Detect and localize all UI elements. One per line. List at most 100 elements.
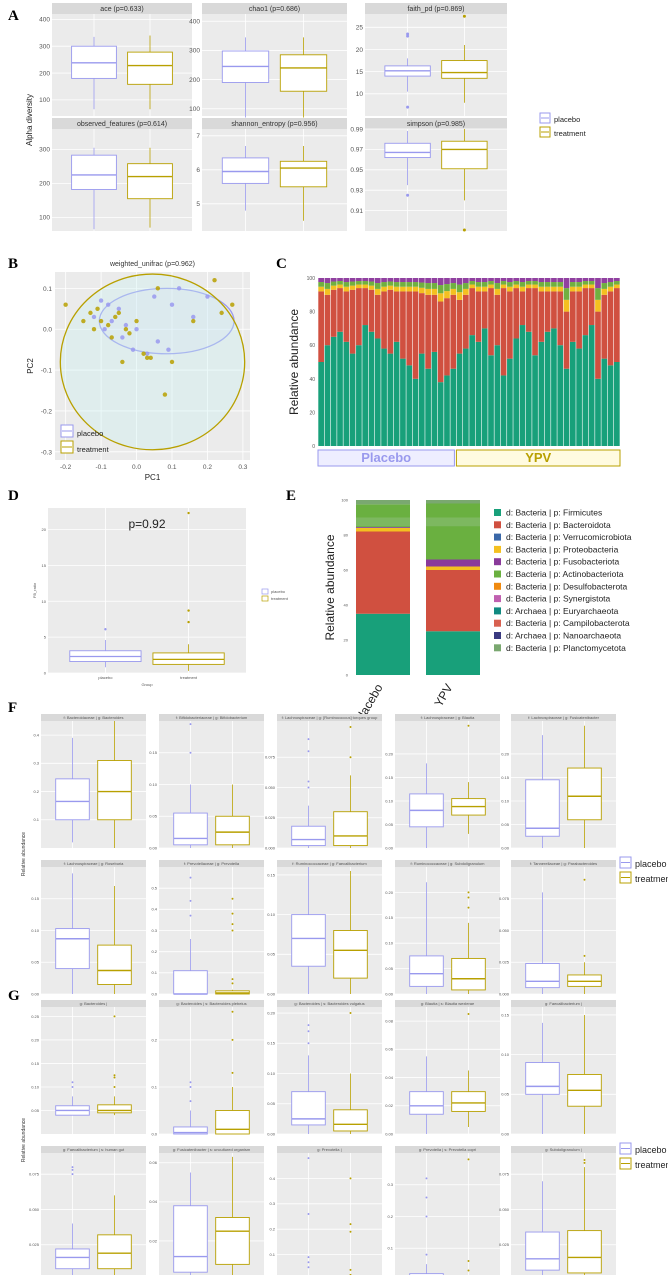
y-tick-label: 0.99 <box>350 126 363 133</box>
stack-segment <box>362 281 369 285</box>
stack-segment <box>494 288 501 295</box>
facet-title: f: Lachnospiraceae | g: Blautia <box>421 715 476 720</box>
stack-segment <box>557 286 564 292</box>
treatment-point <box>134 318 139 324</box>
treatment-point <box>230 302 235 307</box>
y-tick-label: 0.050 <box>499 1207 510 1212</box>
treatment-point <box>116 310 122 316</box>
facet-strip <box>395 1000 500 1007</box>
stack-segment <box>330 285 337 290</box>
treatment-box <box>97 1234 132 1270</box>
facet-strip <box>277 714 382 721</box>
stack-segment <box>343 286 350 292</box>
stack-segment <box>588 284 595 289</box>
stack-segment <box>595 288 601 300</box>
y-tick-label: 0.20 <box>501 751 510 756</box>
y-tick-label: 0.00 <box>31 991 40 996</box>
stack-segment <box>544 278 551 283</box>
y-tick-label: 0.97 <box>350 147 363 154</box>
placebo-point <box>98 298 104 303</box>
legend-treatment-label: treatment <box>635 874 668 884</box>
placebo-outlier <box>189 751 192 754</box>
y-axis-title: PC2 <box>26 358 35 374</box>
facet-strip <box>159 1146 264 1153</box>
stack-segment <box>324 278 331 284</box>
stack-segment <box>463 294 469 349</box>
stack-segment <box>406 286 413 292</box>
y-tick-label: 0.10 <box>501 798 510 803</box>
y-tick-label: 0.05 <box>385 822 394 827</box>
treatment-point <box>144 355 150 361</box>
stack-segment <box>418 353 425 446</box>
panel-label-D: D <box>8 488 19 504</box>
treatment-outlier <box>231 912 234 915</box>
facet-strip <box>277 1000 382 1007</box>
y-tick-label: 0.05 <box>31 960 40 965</box>
treatment-point <box>148 355 153 361</box>
stack-segment <box>343 341 350 446</box>
stack-segment <box>576 291 582 349</box>
treatment-box <box>215 1110 250 1135</box>
y-tick-label: 0.15 <box>149 750 158 755</box>
stack-segment <box>425 368 431 446</box>
stack-segment <box>349 285 356 290</box>
stack-segment <box>343 291 350 342</box>
stack-segment <box>368 285 375 290</box>
stack-shade <box>356 517 410 527</box>
y-tick-label: 80 <box>309 310 315 316</box>
facet-title: simpson (p=0.985) <box>407 121 465 128</box>
y-tick-label: 0.050 <box>265 785 276 790</box>
stack-segment <box>481 291 488 329</box>
stack-segment <box>588 325 595 446</box>
panel-a: ace (p=0.633) 100 200 300 400 chao1 (p=0.686)… <box>25 3 587 232</box>
stack-segment <box>563 299 570 312</box>
treatment-outlier <box>231 1010 234 1013</box>
placebo-point <box>144 351 150 356</box>
treatment-outlier <box>231 1071 234 1074</box>
facet-title: f: Bacteroidaceae | g: Bacteroides <box>64 715 124 720</box>
facet-title: g: Faecalibacterium | s: human gut <box>63 1147 125 1152</box>
placebo-outlier <box>425 1253 428 1256</box>
group-bar-placebo <box>317 449 455 467</box>
treatment-point <box>95 306 100 311</box>
legend-placebo-label: placebo <box>554 115 580 124</box>
y-tick-label: 0.15 <box>267 1041 276 1046</box>
placebo-outlier <box>307 1157 310 1160</box>
stack-segment <box>532 278 538 282</box>
facet-strip <box>395 860 500 867</box>
treatment-box <box>97 760 132 821</box>
stack-segment <box>324 288 331 295</box>
stack-segment <box>463 283 469 289</box>
stack-segment <box>588 288 595 326</box>
facet-title: f: Ruminococcaceae | g: Subdoligranulum <box>411 861 486 866</box>
placebo-point <box>155 339 161 344</box>
stack-segment <box>362 325 369 446</box>
y-tick-label: 10 <box>356 91 364 98</box>
y-tick-label: 0.06 <box>149 1160 158 1165</box>
stack-segment <box>463 278 469 284</box>
facet-strip <box>202 3 347 14</box>
y-tick-label: 40 <box>344 603 349 608</box>
placebo-box <box>173 812 208 846</box>
x-tick-label: 0.0 <box>132 464 141 471</box>
stack-segment <box>437 293 444 302</box>
facet-strip <box>52 118 192 129</box>
stack-segment <box>607 286 614 292</box>
stack-segment <box>356 345 362 446</box>
stack-segment <box>330 281 337 286</box>
facet-title: f: Tannerellaceae | g: Parabacteroides <box>530 861 597 866</box>
stack-segment <box>368 289 375 332</box>
stack-segment <box>431 351 438 446</box>
stack-segment <box>318 282 324 287</box>
stack-segment <box>607 282 614 287</box>
stack-segment <box>456 299 463 354</box>
y-tick-label: 0.05 <box>267 1101 276 1106</box>
stack-segment <box>324 294 331 346</box>
placebo-box <box>409 955 444 987</box>
treatment-box <box>152 652 225 665</box>
treatment-outlier <box>349 726 352 729</box>
stack-segment <box>576 282 582 287</box>
placebo-box <box>525 779 560 837</box>
y-tick-label: 0.20 <box>267 1010 276 1015</box>
